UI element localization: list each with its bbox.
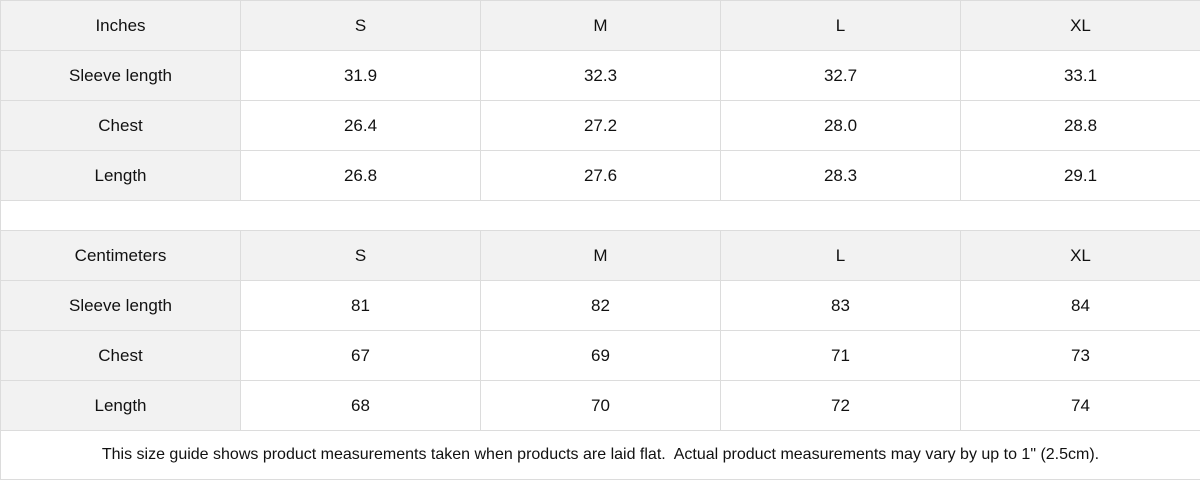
header-row: Centimeters S M L XL [0, 230, 1200, 281]
row-label: Sleeve length [0, 50, 241, 101]
table-row: Length 68 70 72 74 [0, 380, 1200, 431]
table-row: Sleeve length 31.9 32.3 32.7 33.1 [0, 50, 1200, 101]
row-label: Sleeve length [0, 280, 241, 331]
size-header: XL [960, 0, 1200, 51]
measurement-cell: 74 [960, 380, 1200, 431]
measurement-cell: 70 [480, 380, 721, 431]
size-header: XL [960, 230, 1200, 281]
measurement-cell: 68 [240, 380, 481, 431]
measurement-cell: 81 [240, 280, 481, 331]
measurement-cell: 31.9 [240, 50, 481, 101]
measurement-cell: 71 [720, 330, 961, 381]
measurement-cell: 32.7 [720, 50, 961, 101]
measurement-cell: 28.3 [720, 150, 961, 201]
measurement-cell: 32.3 [480, 50, 721, 101]
measurement-cell: 73 [960, 330, 1200, 381]
row-label: Chest [0, 100, 241, 151]
table-spacer [0, 200, 1200, 231]
size-header: L [720, 230, 961, 281]
measurement-cell: 67 [240, 330, 481, 381]
measurement-cell: 28.8 [960, 100, 1200, 151]
size-header: M [480, 0, 721, 51]
measurement-cell: 69 [480, 330, 721, 381]
size-header: S [240, 230, 481, 281]
spacer-cell [0, 200, 1200, 231]
header-row: Inches S M L XL [0, 0, 1200, 51]
unit-header: Inches [0, 0, 241, 51]
measurement-cell: 29.1 [960, 150, 1200, 201]
measurement-cell: 82 [480, 280, 721, 331]
measurement-cell: 33.1 [960, 50, 1200, 101]
row-label: Chest [0, 330, 241, 381]
measurement-cell: 28.0 [720, 100, 961, 151]
row-label: Length [0, 380, 241, 431]
table-row: Chest 26.4 27.2 28.0 28.8 [0, 100, 1200, 151]
measurement-cell: 84 [960, 280, 1200, 331]
measurement-cell: 26.8 [240, 150, 481, 201]
measurement-cell: 27.6 [480, 150, 721, 201]
measurement-cell: 72 [720, 380, 961, 431]
size-header: L [720, 0, 961, 51]
measurement-cell: 27.2 [480, 100, 721, 151]
table-row: Sleeve length 81 82 83 84 [0, 280, 1200, 331]
table-row: Chest 67 69 71 73 [0, 330, 1200, 381]
unit-header: Centimeters [0, 230, 241, 281]
measurement-cell: 83 [720, 280, 961, 331]
size-header: M [480, 230, 721, 281]
footnote-row: This size guide shows product measuremen… [0, 430, 1200, 480]
size-header: S [240, 0, 481, 51]
measurement-cell: 26.4 [240, 100, 481, 151]
table-row: Length 26.8 27.6 28.3 29.1 [0, 150, 1200, 201]
row-label: Length [0, 150, 241, 201]
footnote: This size guide shows product measuremen… [0, 430, 1200, 480]
